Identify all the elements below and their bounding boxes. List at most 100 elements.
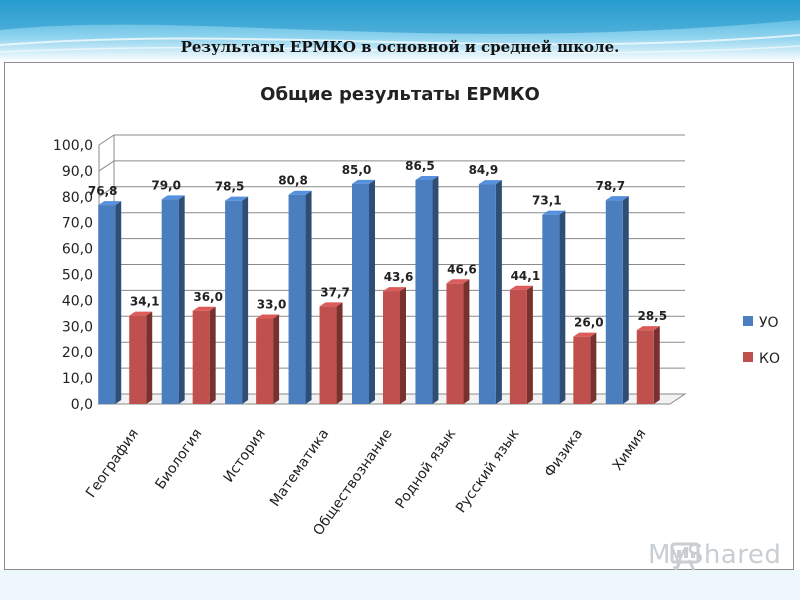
- bar-top: [319, 302, 343, 307]
- bar-top: [605, 196, 629, 201]
- data-label: 26,0: [574, 316, 604, 330]
- bar-top: [415, 175, 439, 180]
- data-label: 43,6: [384, 270, 414, 284]
- bar-side: [209, 306, 216, 404]
- bar-top: [352, 179, 375, 184]
- bar: [288, 194, 306, 404]
- bar-top: [192, 306, 216, 311]
- y-axis: 0,0 10,0 20,0 30,0 40,0 50,0 60,0 70,0 80,0 90,0 1…: [53, 138, 93, 413]
- y-tick-label: 30,0: [62, 319, 93, 335]
- bar: [478, 184, 496, 404]
- chart-title: Общие результаты ЕРМКО: [260, 84, 540, 105]
- watermark-text: MyShared: [648, 540, 782, 570]
- bar-top: [383, 287, 406, 292]
- bar: [98, 205, 116, 404]
- bar-side: [590, 332, 597, 404]
- x-tick-label: Физика: [542, 426, 587, 480]
- bar: [352, 183, 369, 404]
- y-tick-label: 80,0: [62, 190, 93, 206]
- chart: Общие результаты ЕРМКО 0,0 10,0 20,0 30,0 40…: [53, 84, 780, 539]
- bar: [605, 200, 623, 404]
- data-label: 84,9: [469, 163, 499, 177]
- data-label: 85,0: [342, 163, 372, 177]
- slide-footer: [0, 570, 800, 600]
- bar-side: [273, 314, 280, 404]
- data-label: 86,5: [405, 159, 435, 173]
- data-label: 44,1: [511, 269, 541, 283]
- bar: [415, 179, 433, 404]
- bar-side: [369, 179, 375, 404]
- y-tick-label: 50,0: [62, 268, 93, 284]
- data-label: 73,1: [532, 194, 562, 208]
- bar: [256, 318, 274, 404]
- data-label: 78,5: [215, 180, 245, 194]
- bar: [192, 310, 210, 404]
- y-tick-label: 100,0: [53, 138, 93, 154]
- y-tick-label: 20,0: [62, 345, 93, 361]
- data-label: 37,7: [320, 285, 350, 299]
- data-label: 78,7: [595, 179, 625, 193]
- y-tick-label: 70,0: [62, 216, 93, 232]
- bar-side: [242, 196, 249, 404]
- y-tick-label: 0,0: [71, 397, 93, 413]
- bar-top: [98, 201, 122, 206]
- bar-top: [573, 332, 597, 337]
- bar-side: [336, 302, 343, 404]
- bar-top: [288, 190, 312, 195]
- data-label: 79,0: [151, 178, 181, 192]
- bar: [509, 289, 527, 404]
- bar-side: [526, 285, 533, 404]
- data-label: 28,5: [637, 309, 667, 323]
- bar: [573, 336, 591, 404]
- x-tick-label: Биология: [152, 426, 205, 492]
- bar-top: [161, 195, 185, 200]
- data-label: 46,6: [447, 262, 477, 276]
- slide-header-banner: [0, 0, 800, 62]
- legend-label: КО: [759, 351, 780, 367]
- x-tick-label: Химия: [610, 426, 650, 473]
- data-label: 36,0: [193, 290, 223, 304]
- bar-top: [478, 180, 502, 185]
- bar-layer: [98, 175, 660, 404]
- y-tick-label: 60,0: [62, 242, 93, 258]
- bar-side: [622, 196, 629, 404]
- bar: [542, 214, 560, 404]
- bar: [383, 291, 400, 404]
- bar-top: [446, 279, 470, 284]
- bar-side: [400, 287, 406, 404]
- bar-top: [225, 196, 249, 201]
- bar-top: [509, 285, 533, 290]
- bar-side: [653, 326, 660, 404]
- bar-side: [115, 201, 122, 404]
- bar-top: [542, 210, 566, 215]
- x-tick-label: Русский язык: [453, 426, 523, 516]
- legend-label: УО: [759, 315, 779, 331]
- bar-side: [495, 180, 502, 404]
- x-tick-label: История: [221, 426, 269, 485]
- bar-top: [129, 311, 153, 316]
- bar: [636, 330, 654, 404]
- x-tick-label: География: [83, 426, 142, 501]
- bar: [161, 199, 179, 404]
- bar-side: [305, 190, 312, 404]
- bar-side: [178, 195, 185, 404]
- data-label: 33,0: [257, 298, 287, 312]
- legend-swatch: [743, 352, 753, 362]
- chart-frame: Общие результаты ЕРМКО 0,0 10,0 20,0 30,0 40…: [4, 62, 794, 570]
- bar-side: [146, 311, 153, 404]
- data-label: 34,1: [130, 295, 160, 309]
- bar-side: [559, 210, 566, 404]
- bar-top: [636, 326, 660, 331]
- x-tick-label: Родной язык: [393, 426, 460, 512]
- x-tick-label: Математика: [267, 426, 332, 510]
- data-label: 76,8: [88, 184, 118, 198]
- y-tick-label: 40,0: [62, 293, 93, 309]
- gridline-wall: [98, 160, 115, 172]
- legend: УО КО: [743, 315, 780, 367]
- bar: [225, 200, 243, 404]
- x-axis: География Биология ИсторияМатематикаОбщест…: [83, 426, 650, 539]
- bar: [319, 306, 337, 404]
- y-tick-label: 10,0: [62, 371, 93, 387]
- bar-top: [256, 314, 280, 319]
- bar-side: [463, 279, 470, 404]
